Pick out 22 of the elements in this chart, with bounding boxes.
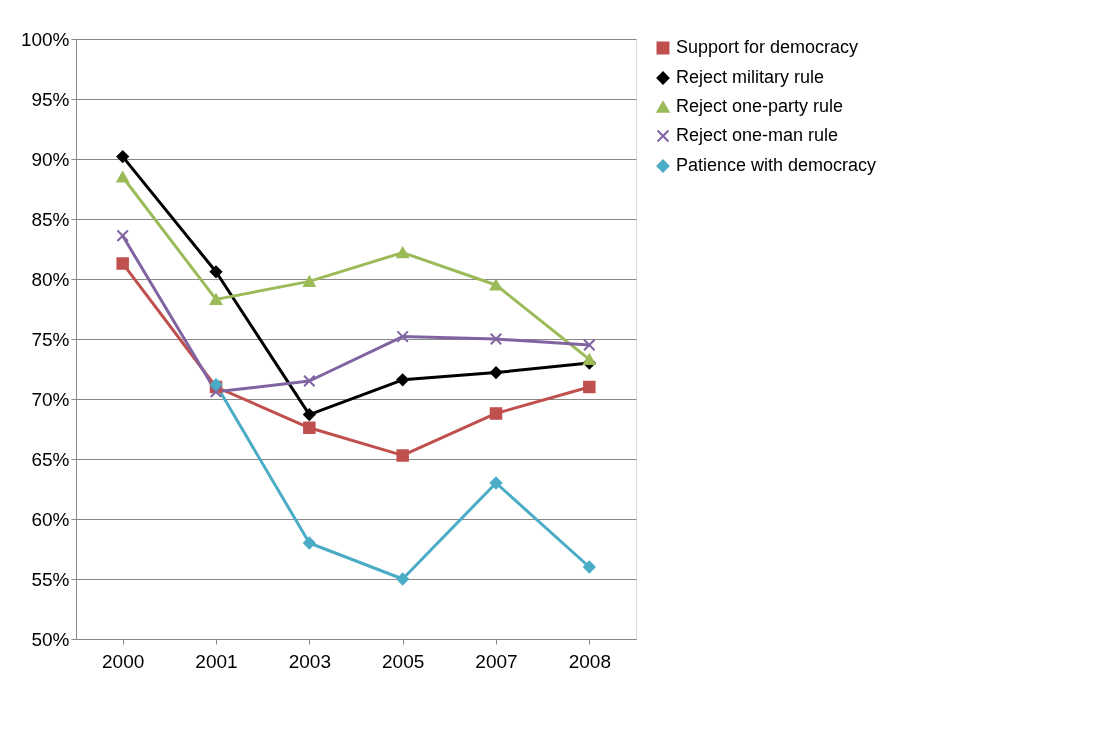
legend-label: Reject one-party rule xyxy=(676,96,844,116)
legend-label: Reject military rule xyxy=(676,67,825,87)
y-tick-label: 75% xyxy=(31,328,70,350)
y-tick-label: 85% xyxy=(31,208,70,230)
legend-label: Patience with democracy xyxy=(676,155,877,175)
x-tick-label: 2001 xyxy=(195,650,238,672)
y-tick-label: 60% xyxy=(31,508,70,530)
y-tick-label: 65% xyxy=(31,448,70,470)
x-tick-label: 2000 xyxy=(102,650,145,672)
x-tick-label: 2007 xyxy=(475,650,518,672)
y-tick-label: 80% xyxy=(31,268,70,290)
y-tick-label: 70% xyxy=(31,388,70,410)
legend-label: Support for democracy xyxy=(676,37,859,57)
legend-label: Reject one-man rule xyxy=(676,125,839,145)
y-tick-label: 50% xyxy=(31,628,70,650)
x-tick-label: 2003 xyxy=(288,650,331,672)
x-tick-label: 2005 xyxy=(382,650,425,672)
x-tick-label: 2008 xyxy=(568,650,611,672)
y-tick-label: 55% xyxy=(31,568,70,590)
y-tick-label: 100% xyxy=(20,28,70,50)
y-tick-label: 95% xyxy=(31,88,70,110)
y-tick-label: 90% xyxy=(31,148,70,170)
